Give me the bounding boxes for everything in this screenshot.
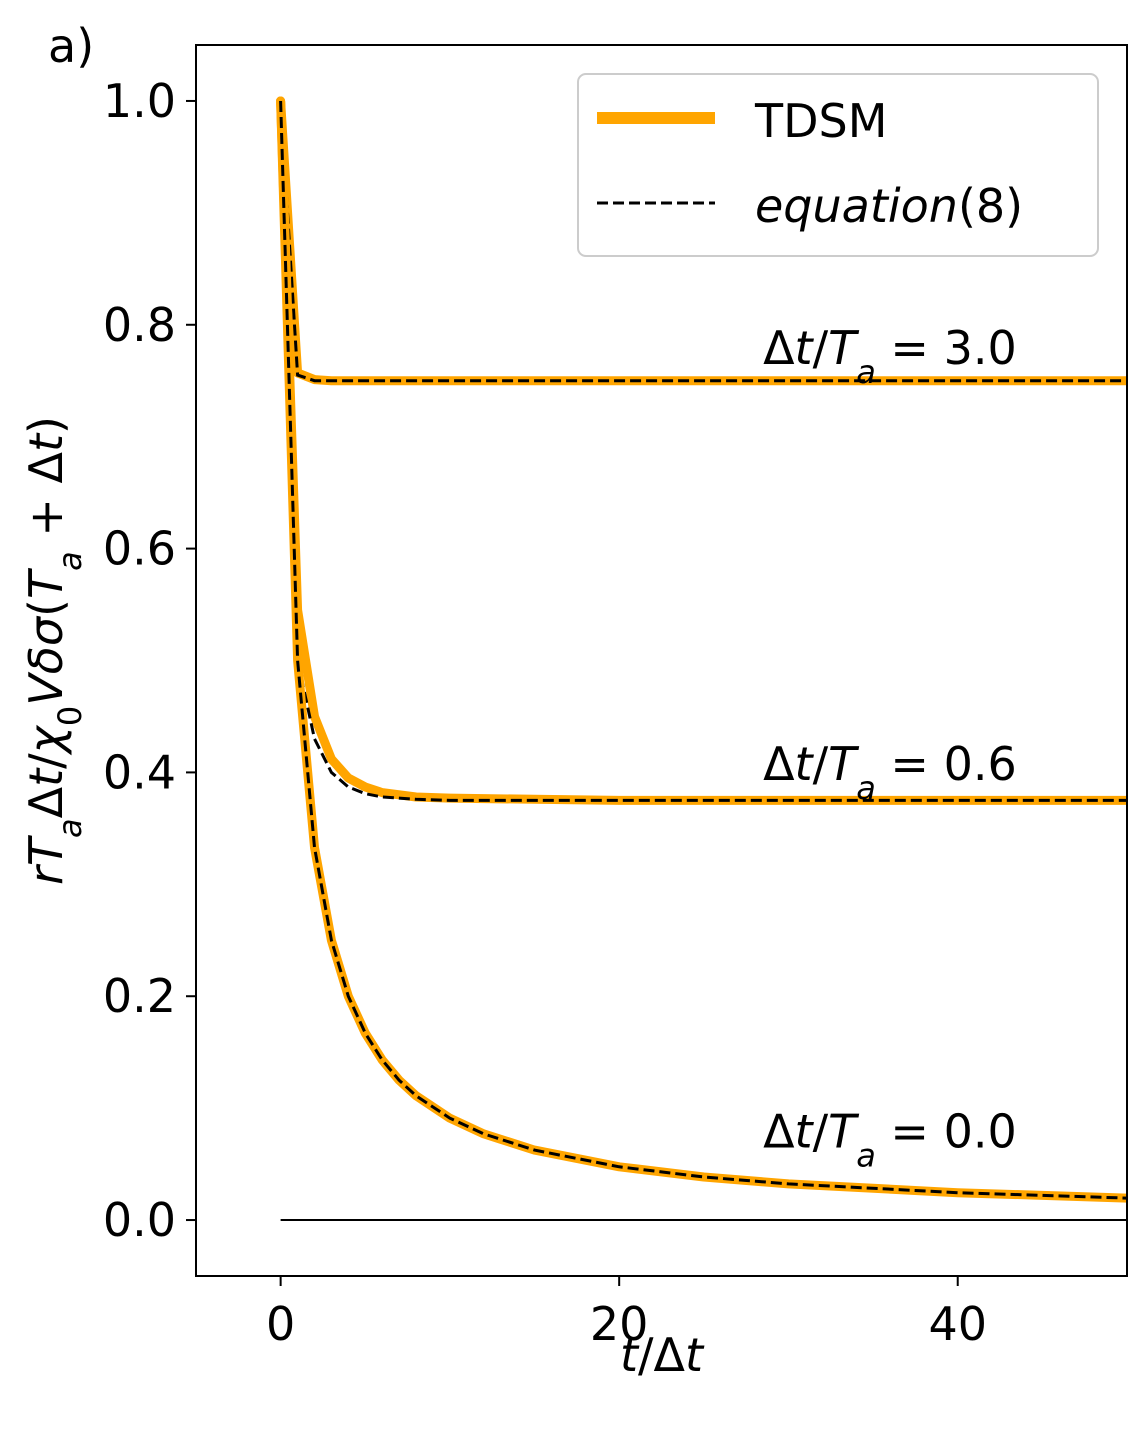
equation-line--t-t-30 <box>279 100 1127 383</box>
y-tick-label: 0.4 <box>103 745 176 799</box>
y-axis-label: rTaΔt/χ0Vδσ(Ta + Δt) <box>19 416 89 885</box>
annotation--t-t-06: Δt/Ta = 0.6 <box>763 737 1017 807</box>
equation-line--t-t-00 <box>279 100 1127 1200</box>
plot-frame <box>195 44 1128 1277</box>
legend: TDSM equation(8) <box>577 73 1099 257</box>
y-tick-label: 0.8 <box>103 298 176 352</box>
equation-line--t-t-06 <box>279 100 1127 802</box>
x-tick-label: 40 <box>928 1297 987 1351</box>
y-tick-label: 0.0 <box>103 1193 176 1247</box>
y-tick-label: 0.6 <box>103 522 176 576</box>
x-axis-label: t/Δt <box>620 1328 705 1382</box>
x-axis: 0 20 40 <box>266 1276 987 1351</box>
x-tick-label: 0 <box>266 1297 295 1351</box>
y-axis: 0.0 0.2 0.4 0.6 0.8 1.0 <box>103 74 196 1247</box>
annotation--t-t-00: Δt/Ta = 0.0 <box>763 1104 1017 1174</box>
legend-label-equation: equation(8) <box>755 179 1023 233</box>
annotation--t-t-30: Δt/Ta = 3.0 <box>763 321 1017 391</box>
x-tick-label: 20 <box>590 1297 649 1351</box>
tdsm-line--t-t-00 <box>276 96 1127 1203</box>
legend-label-tdsm: TDSM <box>754 94 887 148</box>
plot-series <box>276 96 1127 1221</box>
panel-label: a) <box>48 19 94 73</box>
y-tick-label: 0.2 <box>103 969 176 1023</box>
annotations: Δt/Ta = 3.0 Δt/Ta = 0.6 Δt/Ta = 0.0 <box>763 321 1017 1174</box>
y-tick-label: 1.0 <box>103 74 176 128</box>
